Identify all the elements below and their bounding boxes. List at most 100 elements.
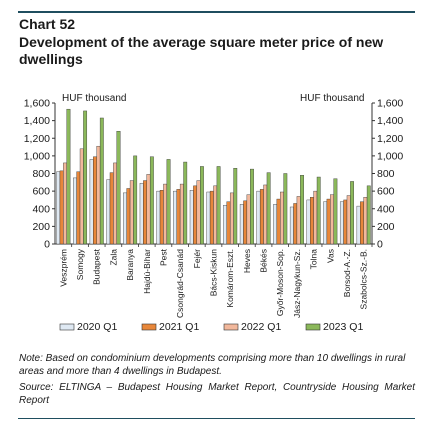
- bar-2020-q1: [323, 201, 328, 245]
- bar-2020-q1: [156, 190, 161, 245]
- bar-2021-q1: [293, 203, 298, 245]
- bar-2022-q1: [163, 183, 168, 245]
- legend-label: 2022 Q1: [241, 321, 281, 333]
- bar-2022-q1: [280, 191, 284, 245]
- legend-swatch: [141, 323, 157, 331]
- bar-2020-q1: [56, 171, 61, 245]
- bar-2023-q1: [300, 175, 304, 245]
- bar-2023-q1: [283, 173, 288, 245]
- bar-2023-q1: [166, 159, 171, 245]
- x-category-label: Szabolcs-Sz.-B.: [359, 249, 369, 309]
- x-category-label: Csongrád-Csanád: [175, 249, 185, 318]
- bar-2020-q1: [106, 179, 111, 245]
- y-tick-label-left: 1,400: [24, 115, 50, 127]
- x-category-label: Békés: [259, 249, 269, 273]
- bar-2020-q1: [173, 190, 177, 245]
- bar-2020-q1: [273, 204, 278, 245]
- bar-2022-q1: [196, 180, 201, 245]
- y-tick-label-left: 600: [32, 186, 50, 198]
- y-tick-label-left: 400: [32, 203, 50, 215]
- bar-2021-q1: [243, 200, 248, 245]
- bar-2021-q1: [159, 190, 164, 245]
- bar-2022-q1: [179, 183, 184, 245]
- bar-2022-q1: [146, 174, 151, 245]
- bar-2023-q1: [83, 110, 88, 245]
- bar-2022-q1: [346, 195, 351, 245]
- bar-2021-q1: [176, 189, 181, 245]
- bar-2021-q1: [326, 198, 331, 245]
- y-tick-label-right: 1,400: [377, 115, 403, 127]
- bar-2020-q1: [256, 190, 261, 245]
- bar-2022-q1: [246, 194, 251, 245]
- top-rule: [18, 11, 415, 13]
- legend-swatch: [59, 323, 75, 331]
- legend-label: 2023 Q1: [323, 321, 363, 333]
- bar-2023-q1: [99, 117, 104, 245]
- bar-2021-q1: [360, 201, 364, 245]
- bar-2022-q1: [313, 190, 318, 245]
- legend-swatch: [305, 323, 321, 331]
- bar-2023-q1: [183, 161, 188, 245]
- y-tick-label-left: 1,600: [24, 98, 50, 110]
- x-category-label: Pest: [158, 248, 168, 266]
- bar-2022-q1: [363, 197, 368, 245]
- x-category-label: Komárom-Eszt.: [225, 249, 235, 308]
- x-category-label: Győr-Moson-Sop.: [275, 249, 285, 316]
- y-tick-label-right: 1,600: [377, 98, 403, 110]
- x-category-label: Bács-Kiskun: [209, 249, 219, 297]
- bar-2022-q1: [113, 162, 117, 245]
- legend-label: 2020 Q1: [77, 321, 117, 333]
- y-tick-label-right: 1,000: [377, 150, 403, 162]
- x-category-label: Veszprém: [58, 249, 68, 287]
- bar-2022-q1: [79, 148, 84, 245]
- bar-2022-q1: [213, 185, 218, 245]
- bar-2023-q1: [66, 108, 71, 245]
- bar-2023-q1: [350, 181, 354, 245]
- bar-2021-q1: [193, 185, 198, 245]
- x-category-label: Budapest: [92, 248, 102, 285]
- bar-2021-q1: [93, 156, 97, 245]
- y-tick-label-right: 1,200: [377, 133, 403, 145]
- bar-2020-q1: [189, 190, 194, 245]
- bar-2020-q1: [339, 201, 344, 245]
- bar-2021-q1: [109, 172, 114, 245]
- bar-2022-q1: [96, 145, 101, 245]
- bar-2023-q1: [366, 185, 371, 245]
- bar-2020-q1: [73, 177, 77, 245]
- bar-2021-q1: [276, 198, 281, 245]
- bar-2020-q1: [123, 192, 127, 245]
- chart-note: Note: Based on condominium developments …: [19, 353, 406, 377]
- x-category-label: Jász-Nagykun-Sz.: [292, 249, 302, 318]
- bar-2021-q1: [226, 201, 231, 245]
- x-category-label: Somogy: [75, 248, 85, 280]
- bar-2023-q1: [216, 166, 221, 245]
- chart-title: Development of the average square meter …: [19, 34, 384, 67]
- y-tick-label-left: 1,200: [24, 133, 50, 145]
- y-tick-label-left: 0: [44, 239, 50, 251]
- bar-2022-q1: [330, 194, 334, 245]
- bar-2022-q1: [129, 180, 134, 245]
- bar-2020-q1: [89, 159, 94, 245]
- legend-label: 2021 Q1: [159, 321, 199, 333]
- y-tick-label-left: 200: [32, 221, 50, 233]
- bar-2021-q1: [310, 197, 314, 245]
- bar-2023-q1: [333, 178, 338, 245]
- chart-number: Chart 52: [19, 16, 76, 32]
- bar-2022-q1: [263, 184, 268, 245]
- bar-2021-q1: [209, 190, 214, 245]
- bar-2023-q1: [133, 155, 138, 245]
- y-tick-label-right: 400: [377, 203, 395, 215]
- bar-2023-q1: [116, 130, 121, 245]
- bar-2021-q1: [59, 170, 64, 245]
- bar-2021-q1: [126, 188, 131, 245]
- x-category-label: Baranya: [125, 249, 135, 281]
- bar-2023-q1: [149, 156, 154, 245]
- bar-2022-q1: [229, 192, 234, 245]
- bar-2020-q1: [223, 205, 227, 245]
- y-tick-label-left: 800: [32, 168, 50, 180]
- bar-2020-q1: [356, 205, 361, 245]
- bar-2021-q1: [259, 189, 264, 245]
- x-category-label: Borsod-A.-Z.: [342, 249, 352, 297]
- bar-2020-q1: [139, 182, 144, 245]
